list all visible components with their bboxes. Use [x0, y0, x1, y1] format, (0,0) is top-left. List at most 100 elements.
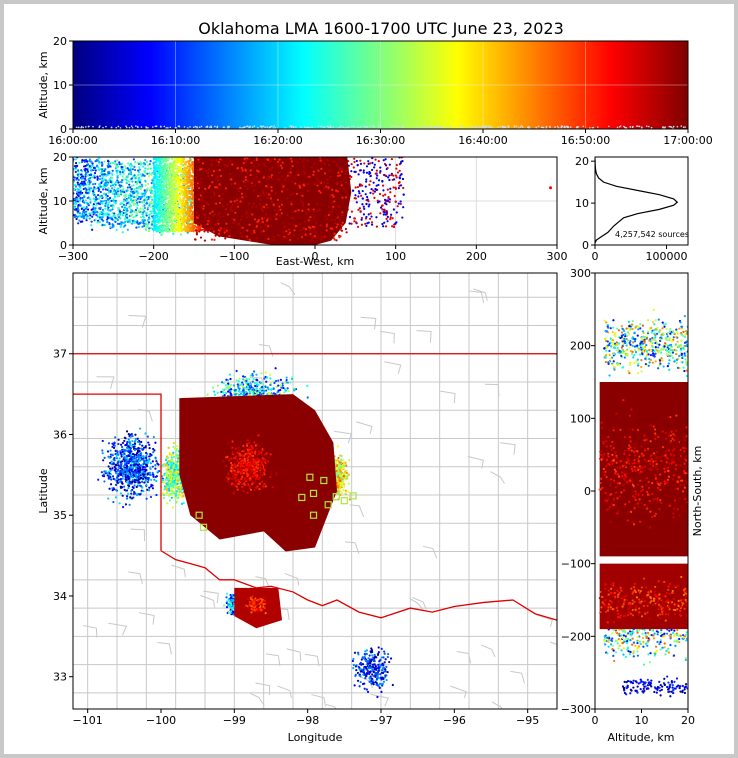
colorbar-dot [135, 125, 137, 127]
ew-source-point [177, 230, 180, 233]
map-source-point [107, 465, 110, 468]
ew-source-point [213, 192, 216, 196]
ew-source-point [100, 194, 103, 197]
ew-source-point [375, 216, 378, 219]
ew-source-point [241, 226, 244, 229]
map-source-point [145, 456, 148, 459]
ew-source-point [164, 178, 168, 181]
ew-source-point [384, 193, 387, 196]
colorbar-dot [128, 126, 131, 129]
ew-source-point [302, 157, 306, 161]
ew-source-point [252, 177, 255, 181]
ew-source-point [383, 209, 386, 212]
colorbar-dot [520, 125, 523, 127]
ew-source-point [350, 175, 353, 179]
ew-source-point [77, 178, 80, 181]
ew-source-point [340, 180, 343, 183]
ew-source-point [299, 186, 302, 189]
ew-source-point [96, 221, 99, 224]
ew-source-point [194, 176, 198, 179]
ew-source-point [136, 191, 139, 195]
ew-source-point [165, 167, 168, 170]
figure-canvas: Oklahoma LMA 1600-1700 UTC June 23, 2023… [37, 19, 713, 744]
ew-source-point [188, 214, 191, 217]
ew-source-point [182, 182, 185, 185]
ew-source-point [131, 219, 134, 222]
colorbar-dot [412, 127, 415, 129]
colorbar-dot [616, 126, 619, 129]
ew-source-point [156, 172, 159, 176]
ew-source-point [263, 163, 266, 166]
ew-source-point [210, 196, 213, 199]
ew-source-point [245, 212, 248, 215]
ew-source-point [94, 182, 97, 185]
ew-source-point [158, 160, 161, 163]
county-line [284, 572, 300, 586]
ew-source-point [306, 189, 309, 193]
county-line [469, 290, 485, 304]
ew-source-point [174, 214, 177, 217]
colorbar-dot [359, 126, 362, 128]
ew-source-point [115, 217, 118, 220]
county-line [422, 545, 438, 559]
county-line [138, 612, 155, 625]
ew-source-point [107, 189, 111, 192]
ew-source-point [308, 225, 311, 229]
map-source-point [148, 486, 151, 489]
ew-source-point [142, 161, 146, 165]
ew-source-point [95, 164, 99, 167]
ew-source-point [290, 160, 293, 163]
ew-source-point [111, 180, 114, 183]
ew-source-point [370, 221, 374, 224]
ew-source-point [159, 165, 162, 169]
ew-source-point [254, 183, 257, 187]
ew-source-point [183, 214, 186, 218]
ew-source-point [94, 187, 98, 190]
colorbar-dot [273, 125, 275, 127]
ew-source-point [106, 216, 109, 219]
ew-source-point [299, 222, 302, 225]
ew-source-point [309, 215, 312, 219]
ew-source-point [88, 212, 91, 215]
colorbar-dot [480, 126, 482, 129]
ew-source-point [179, 216, 182, 219]
ew-source-point [104, 188, 107, 191]
ew-source-point [182, 228, 185, 232]
ew-source-point [333, 160, 336, 163]
map-source-point [146, 488, 149, 491]
ew-source-point [90, 187, 93, 190]
ew-source-point [389, 218, 392, 221]
ew-source-point [359, 162, 363, 165]
ew-source-point [385, 217, 388, 221]
ew-source-point [219, 227, 223, 230]
east-west-xtick: −100 [219, 250, 249, 263]
colorbar-dot [214, 125, 216, 128]
ew-source-point [153, 176, 157, 179]
ew-source-point [130, 208, 133, 212]
map-source-point [111, 445, 114, 448]
ew-source-point [356, 164, 359, 167]
ew-source-point [157, 187, 160, 190]
colorbar-dot [165, 127, 168, 129]
ew-source-point [364, 222, 367, 225]
ew-source-point [382, 194, 385, 197]
ew-source-point [280, 212, 283, 215]
ew-source-point [331, 210, 334, 213]
ew-source-point [156, 218, 159, 221]
ew-source-point [115, 189, 118, 192]
ew-source-point [77, 204, 80, 207]
ew-source-point [144, 212, 147, 215]
map-source-point [111, 475, 115, 478]
ew-source-point [179, 233, 182, 236]
ew-source-point [384, 158, 387, 161]
ew-source-point [301, 228, 305, 231]
map-source-point [119, 450, 122, 453]
ew-source-point [101, 200, 104, 203]
ew-source-point [105, 196, 108, 200]
ew-source-point [225, 227, 228, 230]
colorbar-dot [119, 127, 122, 129]
ew-source-point [282, 185, 285, 188]
ew-source-point [75, 196, 78, 199]
colorbar-dot [416, 127, 419, 129]
ew-source-point [386, 215, 389, 218]
